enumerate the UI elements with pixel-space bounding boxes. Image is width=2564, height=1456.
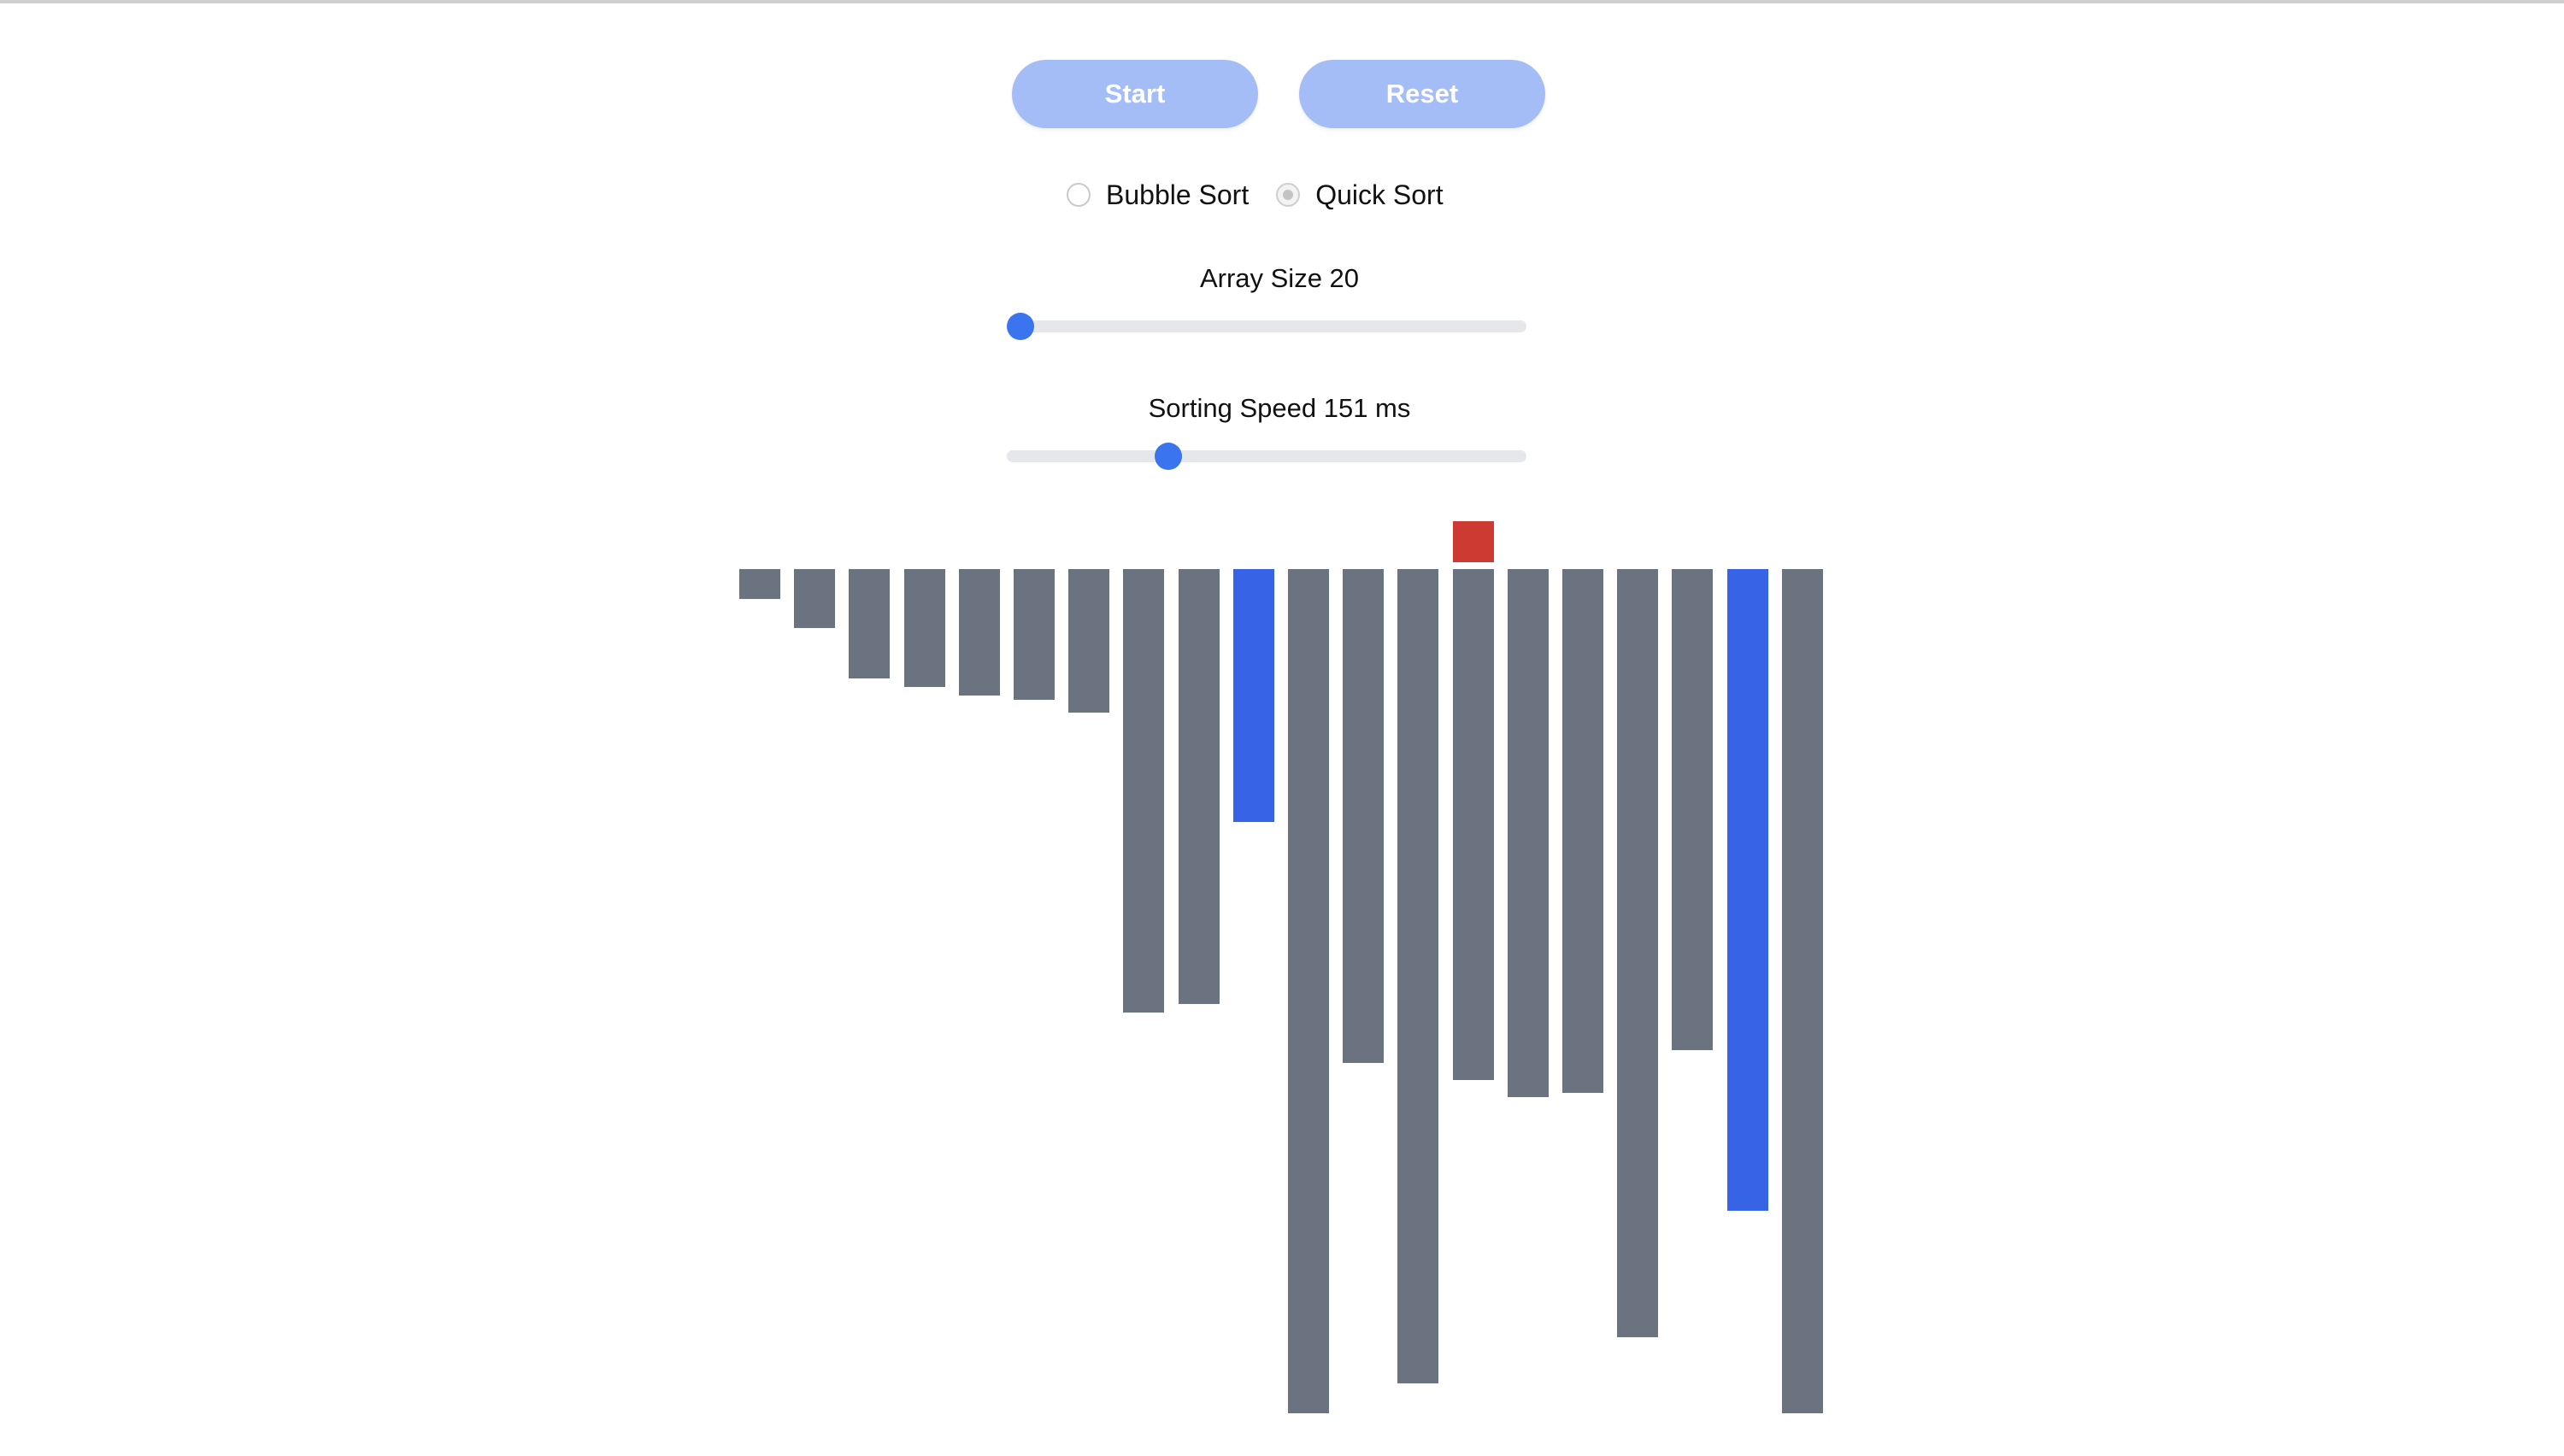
- array-bar: [1781, 569, 1823, 1413]
- array-size-label: Array Size 20: [1199, 263, 1360, 293]
- array-bar: [1178, 569, 1220, 1004]
- array-bar: [849, 569, 891, 678]
- array-bar: [1507, 569, 1549, 1097]
- algorithm-selector: Bubble Sort Quick Sort: [1067, 174, 1471, 215]
- array-bar: [1726, 569, 1768, 1211]
- bubble-sort-option[interactable]: Bubble Sort: [1067, 179, 1249, 211]
- array-bar: [794, 569, 836, 628]
- array-bar: [958, 569, 1000, 696]
- sorting-speed-slider[interactable]: [1007, 443, 1526, 470]
- pivot-marker: [1452, 521, 1494, 562]
- quick-sort-label: Quick Sort: [1315, 179, 1444, 210]
- quick-sort-radio[interactable]: [1276, 183, 1301, 207]
- array-bar: [1397, 569, 1439, 1383]
- array-bar: [1288, 569, 1329, 1413]
- array-bar: [903, 569, 945, 687]
- array-size-slider[interactable]: [1007, 313, 1526, 340]
- array-bar: [1452, 569, 1494, 1080]
- array-bar: [1343, 569, 1385, 1063]
- quick-sort-option[interactable]: Quick Sort: [1276, 179, 1444, 211]
- array-bar: [1232, 569, 1274, 822]
- array-bar: [1617, 569, 1659, 1337]
- bubble-sort-radio[interactable]: [1067, 183, 1091, 207]
- array-bar: [739, 569, 780, 599]
- array-bar: [1672, 569, 1714, 1050]
- array-bar: [1123, 569, 1165, 1013]
- array-bar: [1068, 569, 1110, 713]
- sorting-speed-label: Sorting Speed 151 ms: [1148, 393, 1411, 423]
- bubble-sort-label: Bubble Sort: [1106, 179, 1250, 210]
- array-bar: [1014, 569, 1055, 700]
- array-bar: [1562, 569, 1603, 1093]
- start-button[interactable]: Start: [1012, 60, 1258, 128]
- sorting-speed-slider-thumb[interactable]: [1155, 443, 1183, 470]
- array-size-slider-thumb[interactable]: [1007, 313, 1034, 340]
- reset-button[interactable]: Reset: [1299, 60, 1545, 128]
- bars-container: [0, 3, 2564, 1456]
